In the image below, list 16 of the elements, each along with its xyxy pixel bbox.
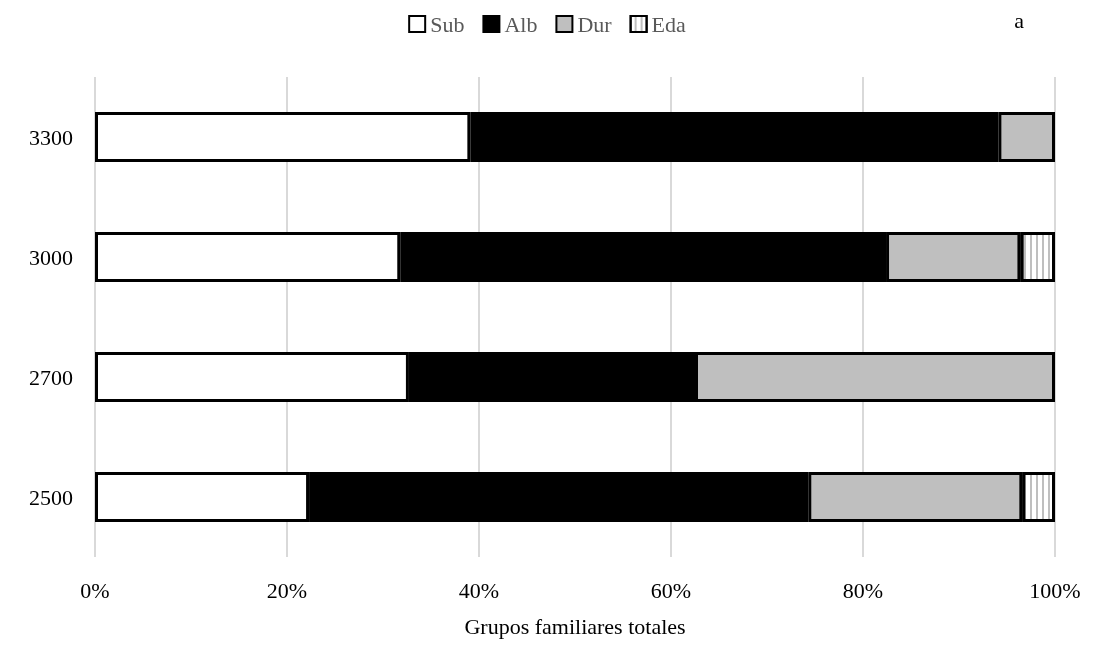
x-tick-label: 60%: [650, 577, 692, 603]
y-tick-label: 3300: [29, 124, 73, 150]
legend-label: Eda: [651, 11, 687, 37]
legend-label: Alb: [504, 11, 538, 37]
y-tick-label: 2500: [29, 484, 73, 510]
legend-label: Sub: [430, 11, 465, 37]
text: a: [1014, 8, 1024, 34]
x-axis-title: Grupos familiares totales: [464, 613, 686, 639]
x-tick-label: 40%: [458, 577, 500, 603]
x-tick-label: 0%: [80, 577, 110, 603]
x-tick-label: 80%: [842, 577, 884, 603]
x-tick-label: 20%: [266, 577, 308, 603]
legend-label: Dur: [577, 11, 613, 37]
y-tick-label: 3000: [29, 244, 73, 270]
x-tick-label: 100%: [1029, 577, 1081, 603]
y-tick-label: 2700: [29, 364, 73, 390]
